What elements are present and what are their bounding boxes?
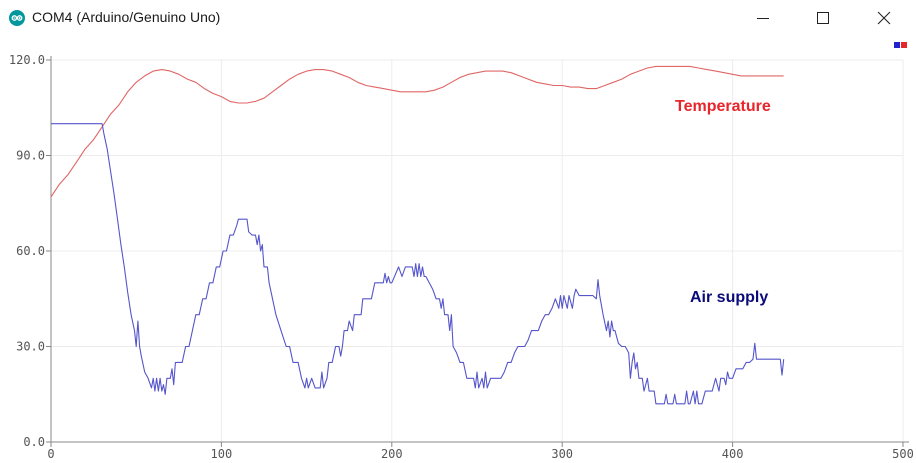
x-tick-label-0: 0 [47,447,54,461]
x-tick-label-5: 500 [892,447,914,461]
line-chart: 0.0 30.0 60.0 90.0 120.0 0 100 200 300 400 500 Temp… [9,42,914,461]
close-icon [877,11,891,25]
series-line-0 [50,65,784,198]
x-tick-label-2: 200 [381,447,403,461]
y-tick-label-3: 90.0 [16,149,45,163]
arduino-icon [9,10,25,26]
x-tick-label-3: 300 [551,447,573,461]
legend-swatch-0 [894,42,900,48]
legend-swatch-1 [901,42,907,48]
y-tick-label-0: 0.0 [23,435,45,449]
x-tick-label-1: 100 [211,447,233,461]
y-tick-label-2: 60.0 [16,244,45,258]
annotation-label-0: Temperature [675,98,771,115]
minimize-button[interactable] [740,0,786,36]
serial-plotter-area: 0.0 30.0 60.0 90.0 120.0 0 100 200 300 400 500 Temp… [0,36,916,463]
x-tick-label-4: 400 [722,447,744,461]
y-tick-label-4: 120.0 [9,53,45,67]
series-line-1 [51,123,785,405]
y-tick-label-1: 30.0 [16,340,45,354]
title-bar: COM4 (Arduino/Genuino Uno) [0,0,916,36]
maximize-icon [817,12,829,24]
window-title: COM4 (Arduino/Genuino Uno) [32,9,221,25]
minimize-icon [757,18,769,19]
close-button[interactable] [861,0,907,36]
maximize-button[interactable] [800,0,846,36]
annotation-label-1: Air supply [690,289,768,306]
